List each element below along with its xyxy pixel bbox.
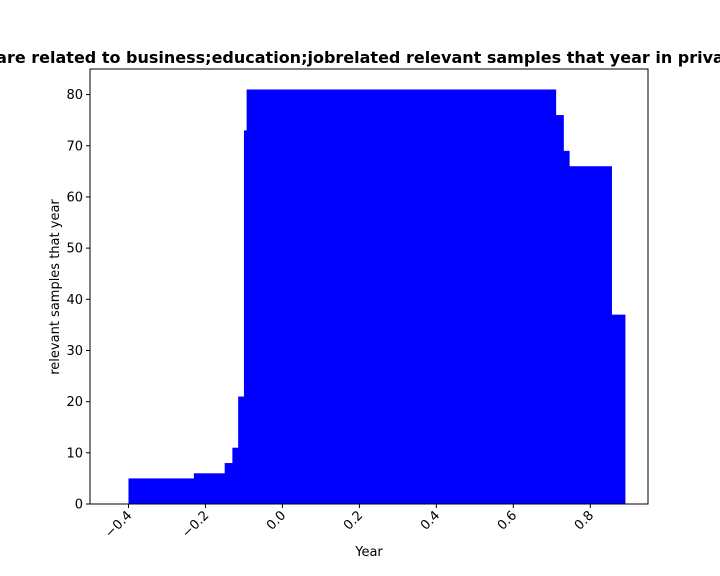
x-tick-label: 0.4 <box>418 508 443 533</box>
y-tick-label: 60 <box>66 190 83 205</box>
x-tick-label: 0.6 <box>495 508 520 533</box>
bar-3 <box>232 447 239 504</box>
plot-frame <box>89 68 649 505</box>
x-tick-label: −0.2 <box>179 508 212 541</box>
x-tick-label: 0.0 <box>264 508 289 533</box>
y-tick-label: 70 <box>66 139 83 154</box>
bar-0 <box>128 478 195 504</box>
bar-9 <box>569 166 612 504</box>
x-axis-label: Year <box>354 545 383 560</box>
y-axis-label: relevant samples that year <box>48 199 63 375</box>
bar-7 <box>555 115 564 504</box>
bar-1 <box>193 473 226 504</box>
y-tick-label: 50 <box>66 242 83 257</box>
bar-8 <box>563 150 570 504</box>
bar-10 <box>611 314 626 504</box>
y-tick-label: 10 <box>66 446 83 461</box>
chart-title: are related to business;education;jobrel… <box>0 48 720 67</box>
y-tick-label: 80 <box>66 88 83 103</box>
y-tick-label: 40 <box>66 293 83 308</box>
bars-layer <box>128 89 626 505</box>
bar-2 <box>224 463 233 504</box>
bar-4 <box>238 396 245 504</box>
y-tick-label: 0 <box>75 498 83 513</box>
x-tick-label: 0.8 <box>572 508 597 533</box>
x-tick-label: −0.4 <box>102 508 135 541</box>
y-axis-ticks: 0 10 20 30 40 50 60 70 80 <box>66 88 90 513</box>
bar-6 <box>246 89 557 505</box>
y-tick-label: 20 <box>66 395 83 410</box>
x-axis-ticks: −0.4 −0.2 0.0 0.2 0.4 0.6 0.8 <box>102 504 597 541</box>
bar-5 <box>243 130 248 505</box>
y-tick-label: 30 <box>66 344 83 359</box>
x-tick-label: 0.2 <box>341 508 366 533</box>
